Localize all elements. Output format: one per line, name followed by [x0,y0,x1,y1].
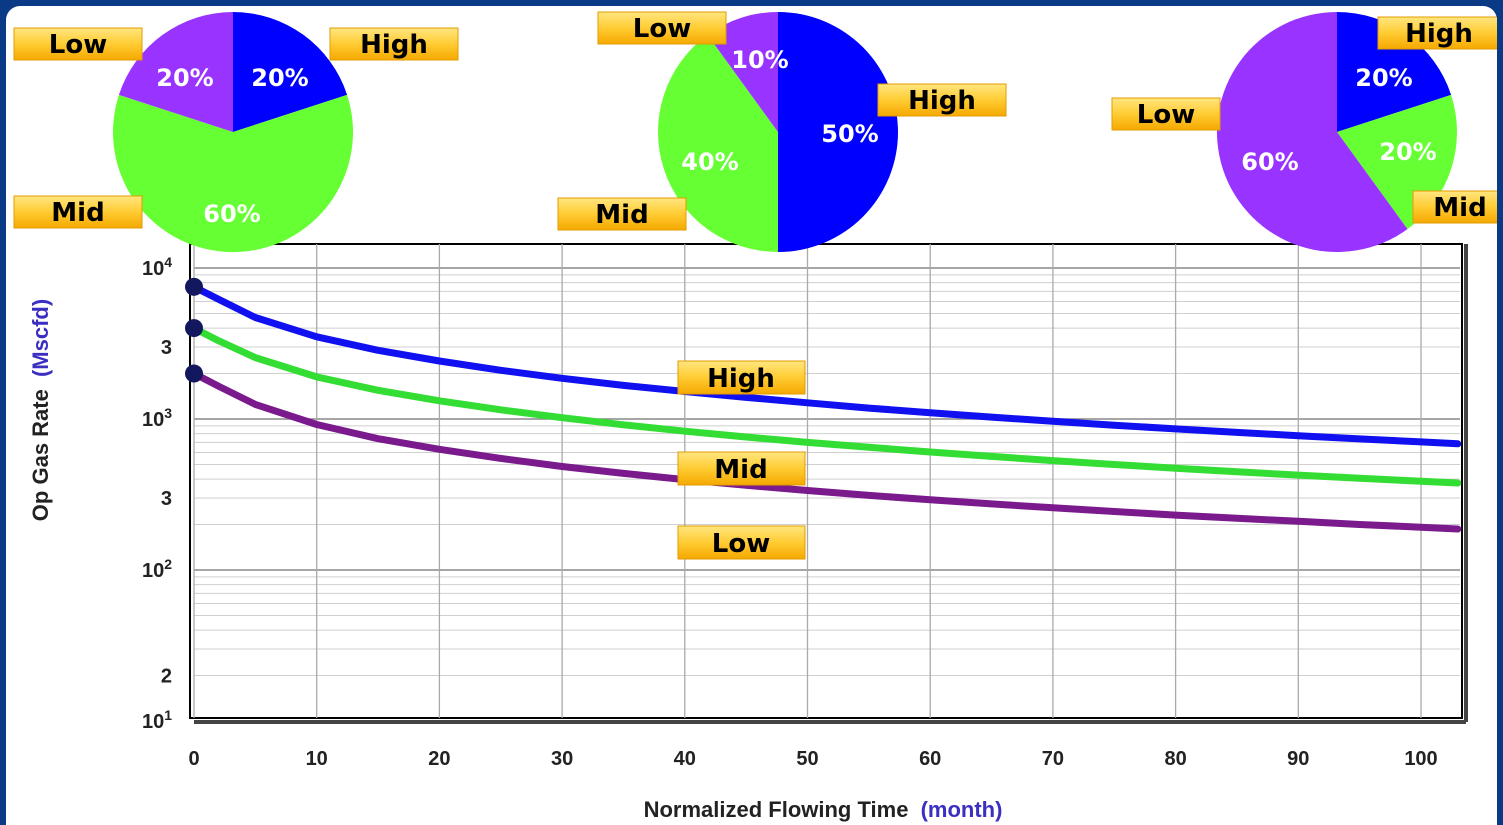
x-tick-label: 60 [919,748,941,770]
pie-slice-low [1216,12,1408,252]
pie-pct-mid: 40% [681,148,738,176]
x-tick-label: 100 [1404,748,1437,770]
pie-slice-high [233,12,348,132]
pie-tag-high [1377,16,1497,50]
pie-tag-high [329,27,459,61]
x-tick-labels: 0 10 20 30 40 50 60 70 80 90 100 [188,748,1437,770]
annotation-low-label: Low [712,529,770,559]
initial-point-low [185,364,203,383]
pie-pct-high: 20% [251,64,308,92]
annotation-high-tag: High [677,360,806,395]
pie-chart-1: 20% 60% 20% High Mid Low [13,12,459,253]
pie-tag-high [877,83,1007,117]
chart-frame: 104 3 103 3 102 2 101 0 10 20 30 40 50 60 70 80 90 100 O… [6,6,1497,825]
pie-slice-mid [113,94,354,253]
y-tick-label: 2 [161,666,172,688]
y-tick-label: 103 [142,405,172,431]
y-tick-labels: 104 3 103 3 102 2 101 [142,254,172,733]
x-axis-unit: (month) [921,797,1003,822]
pie-pct-high: 50% [821,120,878,148]
pie-pct-low: 10% [731,46,788,74]
x-tick-label: 20 [428,748,450,770]
series-line-mid [190,324,1462,487]
plot-area [189,243,1463,719]
x-tick-label: 90 [1287,748,1309,770]
pie-slice-high [778,12,898,252]
x-axis-title: Normalized Flowing Time (month) [644,797,1003,822]
pie-tag-mid [13,195,143,229]
y-tick-label: 3 [161,337,172,359]
pie-tag-label-mid: Mid [1433,193,1486,223]
pie-tag-label-high: High [360,30,428,60]
x-tick-label: 80 [1164,748,1186,770]
pie-slice-high [1337,12,1452,132]
pie-pct-low: 20% [156,64,213,92]
initial-point-high [185,277,203,296]
y-tick-label: 104 [142,254,172,280]
pie-tag-low [1111,97,1221,131]
pie-tag-label-mid: Mid [595,200,648,230]
x-tick-label: 40 [674,748,696,770]
pie-pct-mid: 60% [203,200,260,228]
pie-tag-mid [1412,190,1497,224]
y-tick-label: 3 [161,488,172,510]
pie-tag-label-mid: Mid [51,198,104,228]
pie-slice-low [118,12,233,132]
y-tick-label: 102 [142,556,172,582]
series-line-high [190,283,1462,448]
pie-chart-3: 20% 20% 60% High Mid Low [1111,12,1497,252]
series-line-low [190,370,1462,533]
grid [193,244,1460,718]
annotation-low-tag: Low [677,525,806,560]
decline-curve-chart: 104 3 103 3 102 2 101 0 10 20 30 40 50 60 70 80 90 100 O… [13,11,1497,822]
pie-tag-low [597,11,727,45]
pie-tag-label-low: Low [49,30,107,60]
pie-pct-mid: 20% [1379,138,1436,166]
x-tick-label: 0 [188,748,199,770]
pie-tag-label-high: High [1405,19,1473,49]
x-axis-label: Normalized Flowing Time [644,797,909,822]
x-tick-label: 10 [306,748,328,770]
x-tick-label: 30 [551,748,573,770]
y-axis-title: Op Gas Rate (Mscfd) [28,299,53,521]
pie-tag-low [13,27,143,61]
annotation-mid-tag: Mid [677,451,806,486]
annotation-high-label: High [707,364,775,394]
y-axis-label: Op Gas Rate [28,389,53,521]
y-tick-label: 101 [142,707,172,733]
pie-tag-label-low: Low [1137,100,1195,130]
pie-slice-mid [658,34,778,253]
initial-point-mid [185,319,203,338]
pie-pct-low: 60% [1241,148,1298,176]
x-tick-label: 70 [1042,748,1064,770]
series-lines [185,277,1462,533]
pie-chart-2: 50% 40% 10% High Mid Low [557,11,1007,253]
pie-tag-label-low: Low [633,14,691,44]
pie-tag-label-high: High [908,86,976,116]
y-axis-unit: (Mscfd) [28,299,53,377]
x-tick-label: 50 [796,748,818,770]
pie-pct-high: 20% [1355,64,1412,92]
annotation-mid-label: Mid [714,455,767,485]
pie-tag-mid [557,197,687,231]
